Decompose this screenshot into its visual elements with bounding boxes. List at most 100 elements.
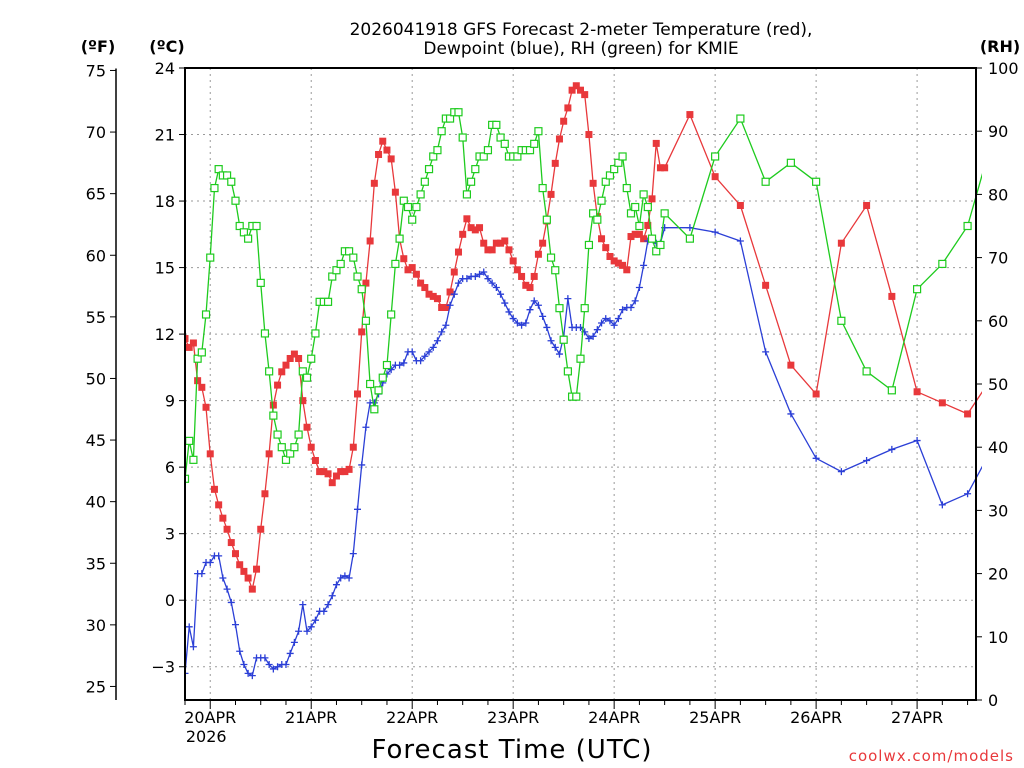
dewpoint-point (189, 643, 197, 651)
rh-point (1015, 121, 1022, 128)
celsius-tick-label: 21 (155, 126, 175, 145)
celsius-tick-label: 24 (155, 59, 175, 78)
dewpoint-point (610, 321, 618, 329)
temperature-point (206, 450, 214, 458)
dewpoint-point (480, 268, 488, 276)
dewpoint-point (286, 649, 294, 657)
temperature-point (236, 561, 244, 569)
dewpoint-point (227, 598, 235, 606)
rh-tick-label: 20 (988, 565, 1008, 584)
temperature-point (417, 279, 425, 287)
dewpoint-point (593, 326, 601, 334)
temperature-point (282, 361, 290, 369)
temperature-point (290, 350, 298, 358)
temperature-point (349, 443, 357, 451)
rh-point (711, 152, 720, 161)
series-dewpoint (185, 224, 982, 680)
temperature-point (627, 233, 635, 241)
rh-point (445, 114, 455, 123)
temperature-point (598, 235, 606, 243)
rh-tick-label: 60 (988, 312, 1008, 331)
temperature-point (391, 188, 399, 196)
rh-point (433, 146, 442, 155)
rh-point (185, 474, 190, 483)
dewpoint-point (320, 607, 328, 615)
series-temperature (185, 82, 982, 593)
temperature-point (231, 550, 239, 558)
rh-point (387, 310, 396, 319)
rh-point (206, 253, 215, 262)
temperature-point (404, 266, 412, 274)
temperature-point (429, 292, 437, 300)
temperature-point (454, 248, 462, 256)
rh-point (631, 202, 640, 212)
x-tick-label: 22APR (386, 708, 438, 727)
temperature-point (185, 343, 193, 351)
temperature-point (324, 470, 332, 478)
dewpoint-point (429, 343, 437, 351)
dewpoint-point (686, 224, 694, 232)
temperature-point (286, 354, 294, 362)
temperature-point (471, 226, 479, 234)
dewpoint-point (711, 228, 719, 236)
rh-point (193, 354, 202, 363)
fahrenheit-tick-label: 25 (86, 677, 106, 696)
rh-tick-label: 10 (988, 628, 1008, 647)
temperature-point (686, 111, 694, 119)
chart-title-line2: Dewpoint (blue), RH (green) for KMIE (423, 39, 738, 59)
temperature-point (497, 239, 505, 247)
temperature-point (488, 246, 496, 254)
temperature-point (568, 86, 576, 94)
rh-point (525, 146, 535, 155)
celsius-tick-label: 6 (165, 458, 175, 477)
temperature-point (888, 292, 896, 300)
dewpoint-point (396, 361, 404, 369)
rh-point (197, 348, 206, 357)
x-axis-title: Forecast Time (UTC) (371, 735, 652, 765)
x-tick-label: 26APR (790, 708, 842, 727)
rh-point (685, 234, 694, 243)
dewpoint-point (408, 348, 416, 356)
temperature-point (337, 468, 345, 476)
dewpoint-point (812, 454, 820, 462)
rh-point (551, 266, 560, 275)
temperature-point (316, 468, 324, 476)
temperature-point (480, 239, 488, 247)
temperature-point (240, 567, 248, 575)
dewpoint-point (543, 323, 551, 331)
rh-point (382, 360, 392, 370)
temperature-point (274, 381, 282, 389)
rh-point (265, 367, 274, 376)
temperature-point (332, 472, 340, 480)
dewpoint-point (509, 315, 517, 323)
rh-tick-label: 0 (988, 691, 998, 710)
dewpoint-point (185, 669, 189, 677)
temperature-point (215, 501, 223, 509)
dewpoint-point (387, 366, 395, 374)
rh-point (643, 202, 652, 212)
dewpoint-point (185, 623, 193, 631)
temperature-point (492, 239, 500, 247)
rh-point (374, 386, 383, 395)
dewpoint-point (505, 308, 513, 316)
rh-point (370, 405, 379, 414)
temperature-point (375, 150, 383, 158)
temperature-point (307, 443, 315, 451)
temperature-point (328, 479, 336, 487)
temperature-point (311, 457, 319, 465)
rh-point (912, 285, 922, 294)
dewpoint-point (463, 275, 471, 283)
rh-point (963, 221, 972, 231)
celsius-tick-label: 0 (165, 591, 175, 610)
dewpoint-point (488, 279, 496, 287)
rh-point (420, 177, 429, 186)
dewpoint-point (492, 284, 500, 292)
dewpoint-point (446, 301, 454, 309)
rh-point (614, 158, 623, 167)
dewpoint-point (244, 669, 252, 677)
temperature-point (513, 266, 521, 274)
temperature-point (442, 303, 450, 311)
temperature-point (459, 230, 467, 238)
dewpoint-point (328, 592, 336, 600)
dewpoint-point (303, 627, 311, 635)
